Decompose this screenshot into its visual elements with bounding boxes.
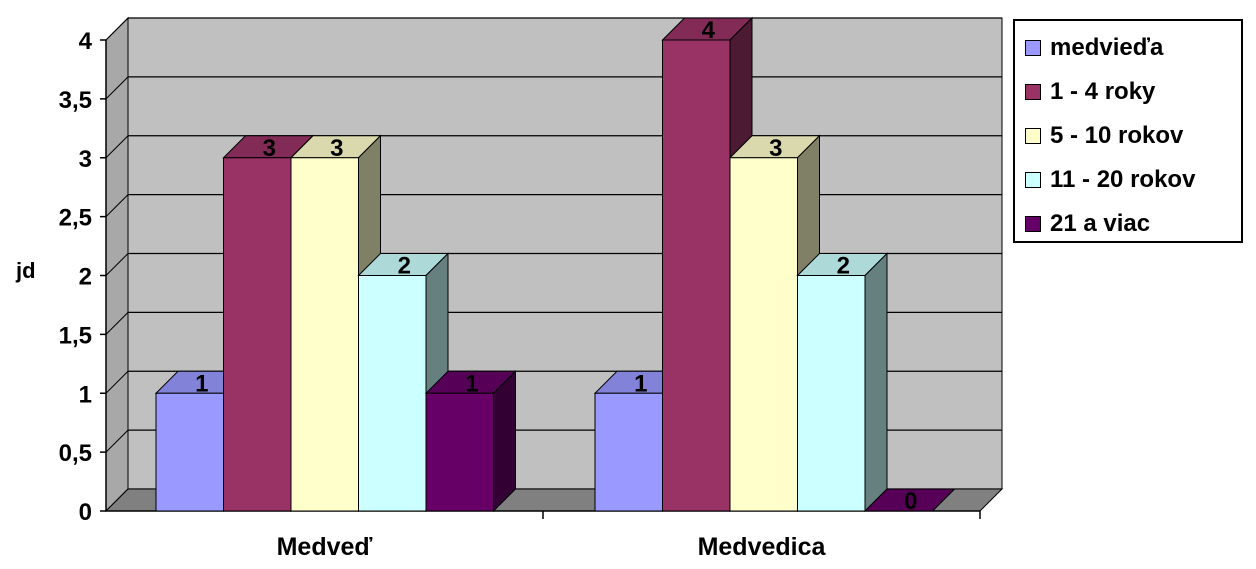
data-labels: 1 3 3 2 1 1 4 3 2 0: [195, 17, 917, 515]
gridline-side: [105, 17, 129, 41]
y-tick-labels: 0 0,5 1 1,5 2 2,5 3 3,5 4: [59, 28, 93, 526]
bar-side: [932, 488, 955, 512]
data-label: 3: [263, 135, 276, 162]
y-tick-label: 1: [79, 381, 92, 408]
bar-side: [864, 252, 888, 513]
legend-label: 5 - 10 rokov: [1050, 122, 1184, 149]
legend-label: 1 - 4 roky: [1050, 78, 1156, 105]
data-label: 3: [769, 135, 782, 162]
legend-label: medvieďa: [1050, 34, 1164, 61]
y-tick-label: 0,5: [59, 440, 92, 467]
bar-front: [425, 392, 494, 512]
bar-front: [662, 39, 731, 512]
legend-swatch: [1025, 216, 1041, 232]
y-tick-label: 2,5: [59, 205, 92, 232]
legend-swatch: [1025, 172, 1041, 188]
bars: [154, 16, 956, 513]
y-tick-label: 4: [79, 28, 93, 55]
data-label: 1: [465, 370, 478, 397]
gridline-side: [105, 135, 129, 159]
y-tick-label: 3,5: [59, 87, 92, 114]
bar-front: [358, 275, 427, 512]
legend-swatch: [1025, 84, 1041, 100]
bar-front: [155, 392, 224, 512]
gridline-side: [105, 253, 129, 276]
data-label: 2: [398, 253, 411, 280]
data-label: 0: [904, 488, 917, 515]
legend-item: 5 - 10 rokov: [1025, 121, 1183, 151]
data-label: 3: [330, 135, 343, 162]
gridline-side: [105, 312, 129, 335]
data-label: 1: [195, 370, 208, 397]
bar-front: [223, 157, 292, 512]
legend-label: 21 a viac: [1050, 210, 1151, 237]
legend-item: 1 - 4 roky: [1025, 77, 1155, 107]
legend-item: 21 a viac: [1025, 209, 1150, 239]
legend-item: medvieďa: [1025, 33, 1163, 63]
legend: medvieďa 1 - 4 roky 5 - 10 rokov 11 - 20…: [1013, 19, 1243, 243]
bar: [863, 488, 956, 512]
legend-label: 11 - 20 rokov: [1050, 166, 1196, 193]
bar-front: [729, 157, 798, 512]
data-label: 1: [634, 370, 647, 397]
gridline-side: [105, 370, 129, 394]
bar-side: [493, 370, 516, 513]
bar-front: [290, 157, 359, 512]
legend-swatch: [1025, 40, 1041, 56]
y-axis-label: jd: [15, 258, 36, 283]
legend-swatch: [1025, 128, 1041, 144]
data-label: 2: [837, 253, 850, 280]
y-tick-label: 0: [79, 499, 92, 526]
bar: [796, 252, 889, 513]
category-label: Medvedica: [698, 533, 827, 561]
bar-front: [797, 275, 866, 512]
bar-front: [594, 392, 663, 512]
data-label: 4: [702, 17, 716, 44]
bar: [424, 370, 517, 513]
y-tick-label: 1,5: [59, 322, 92, 349]
y-tick-label: 3: [79, 146, 92, 173]
gridline-side: [105, 76, 129, 100]
legend-item: 11 - 20 rokov: [1025, 165, 1195, 195]
y-tick-label: 2: [79, 264, 92, 291]
gridline-side: [105, 429, 129, 453]
category-labels: Medveď Medvedica: [277, 533, 827, 561]
gridline-side: [105, 194, 129, 217]
category-label: Medveď: [277, 533, 373, 561]
